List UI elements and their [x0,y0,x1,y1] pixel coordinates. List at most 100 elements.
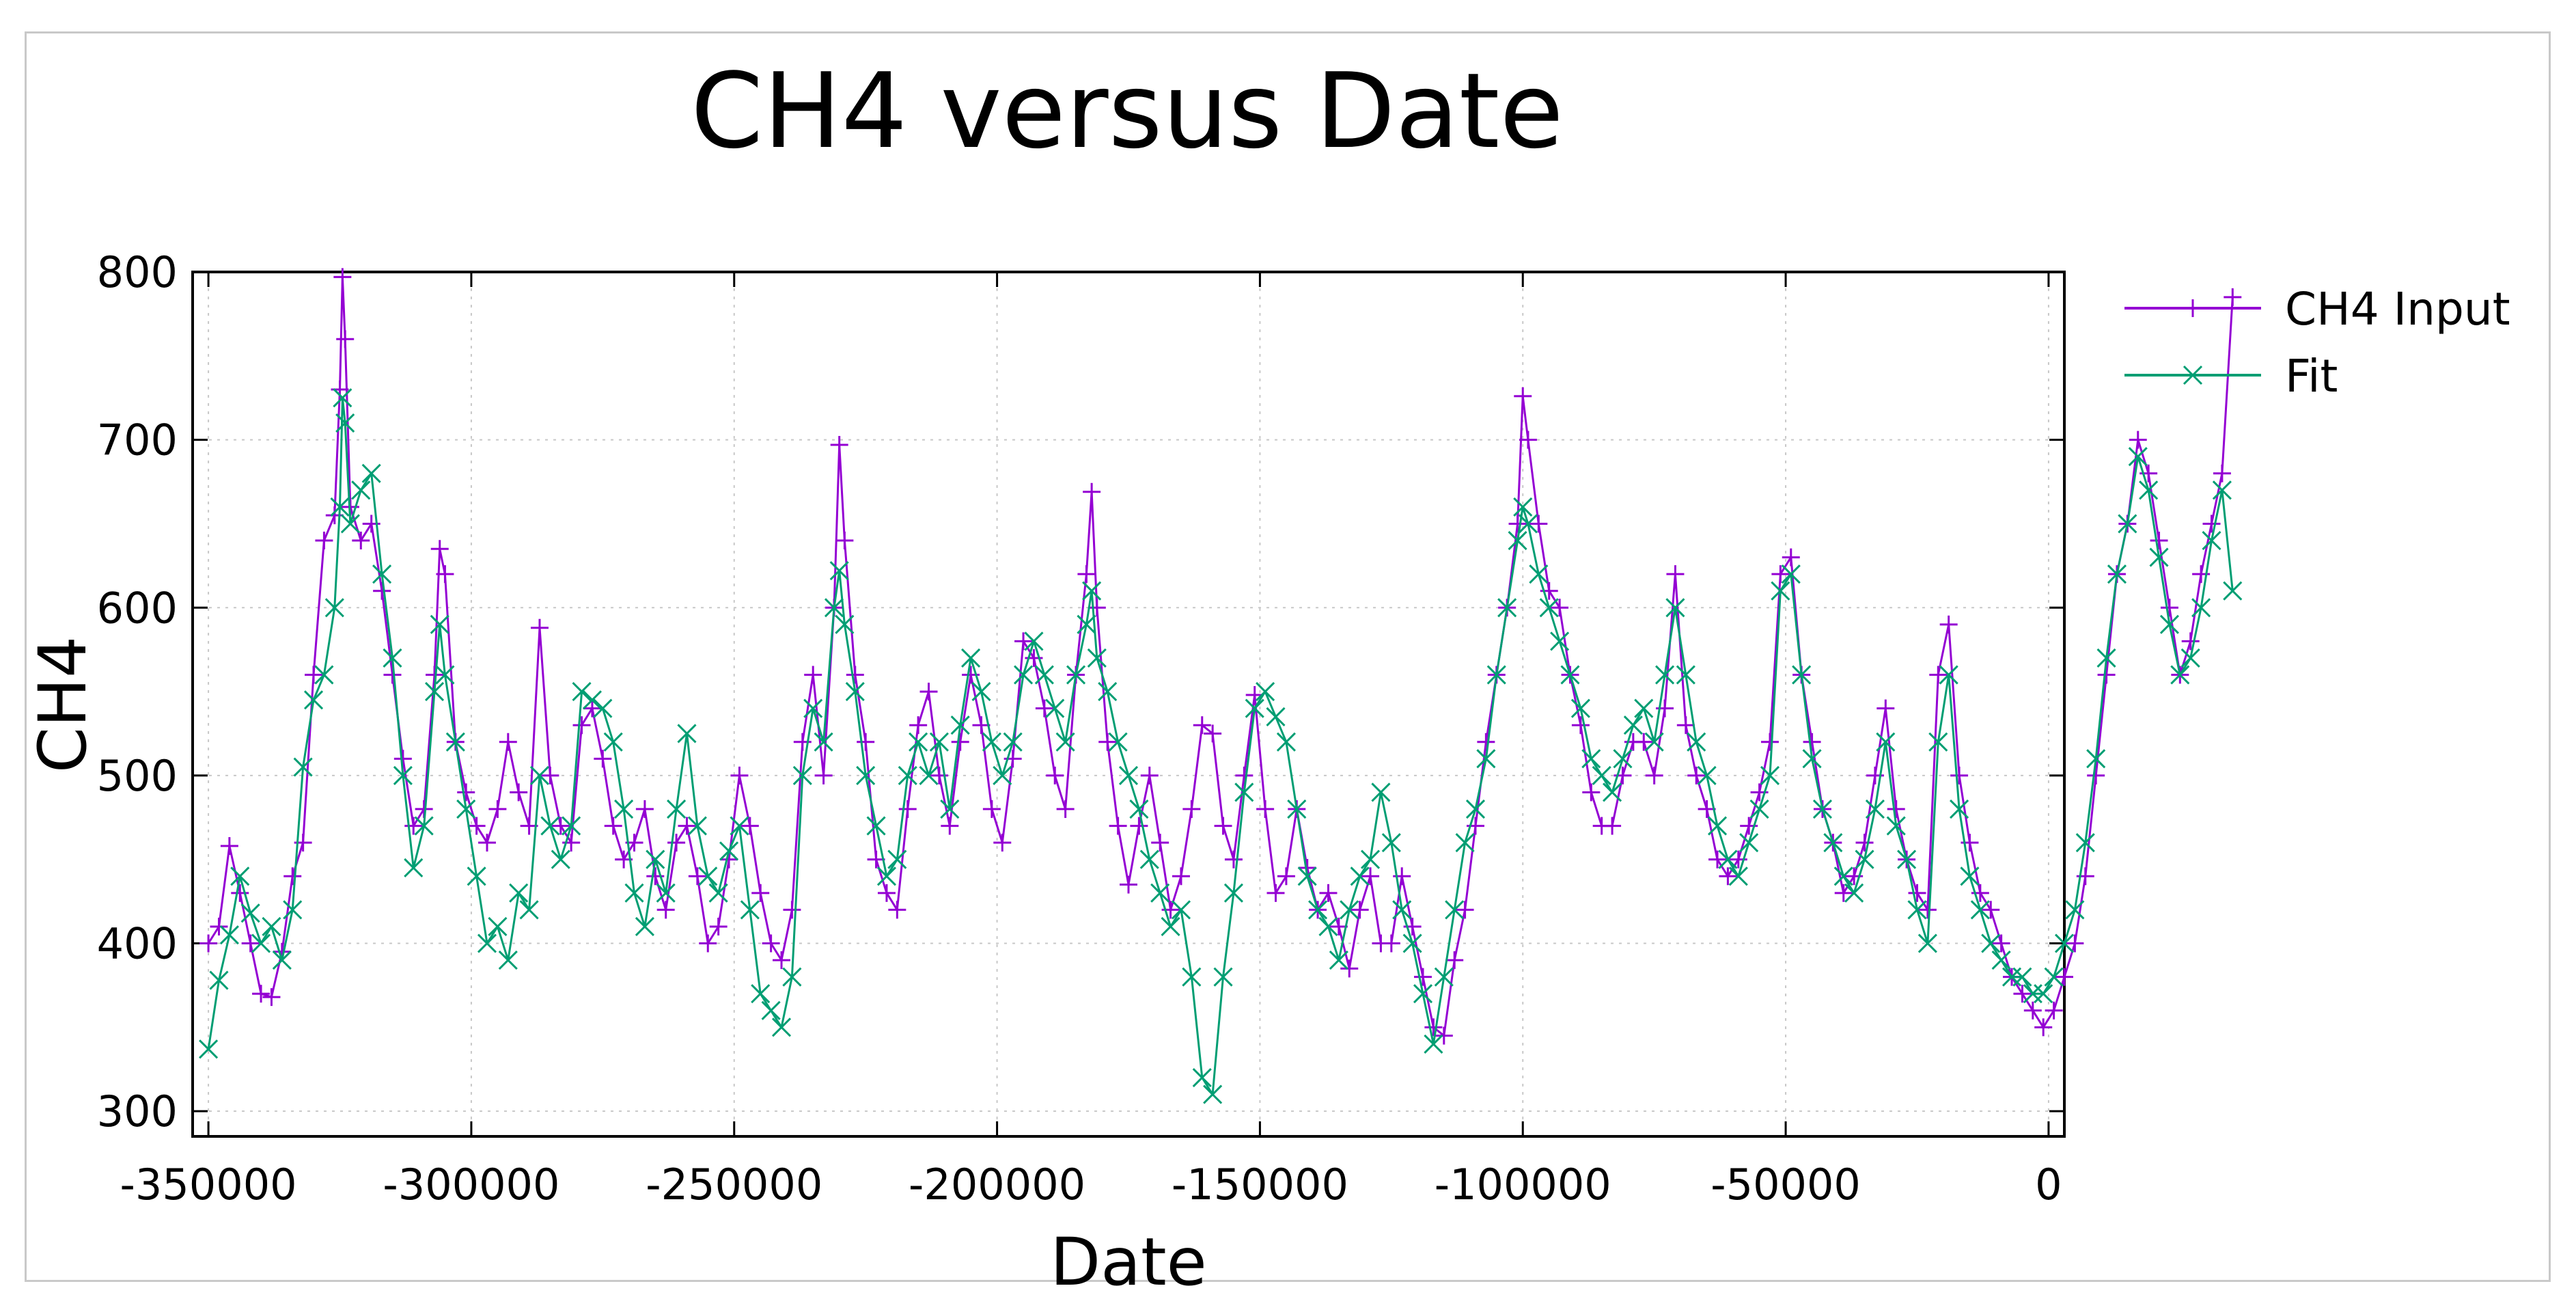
data-point-fit [1812,799,1833,819]
data-point-ch4-input [1456,901,1474,919]
data-point-ch4-input [1214,817,1232,835]
data-point-ch4-input [1676,716,1695,735]
data-point-fit [1665,598,1685,618]
data-point-ch4-input [510,783,528,802]
data-point-fit [845,682,865,702]
data-point-fit [856,765,876,785]
x-tick-label: -200000 [909,1160,1085,1210]
data-point-ch4-input [283,867,302,886]
data-point-ch4-input [1514,387,1532,405]
data-point-fit [1465,799,1486,819]
y-tick-label: 600 [97,583,178,633]
data-point-fit [1855,849,1874,869]
data-point-ch4-input [678,817,696,835]
data-point-fit [324,598,344,618]
data-point-ch4-input [1424,1018,1443,1037]
data-point-fit [1907,900,1927,920]
data-point-fit [1413,984,1433,1004]
data-point-ch4-input [1046,766,1064,784]
data-point-ch4-input [2224,288,2242,306]
data-point-ch4-input [1666,565,1685,584]
data-point-fit [667,799,687,819]
data-point-fit [1245,698,1264,718]
data-point-ch4-input [1582,783,1601,802]
data-point-ch4-input [1035,699,1053,718]
data-point-ch4-input [305,666,323,684]
data-point-fit [435,665,455,685]
data-point-ch4-input [835,532,854,550]
data-point-ch4-input [1204,724,1222,743]
data-point-fit [498,951,518,970]
data-point-fit [272,951,292,970]
data-point-ch4-input [1361,867,1380,886]
data-point-fit [351,480,371,500]
data-point-ch4-input [2181,632,2200,651]
data-point-fit [677,724,697,743]
data-point-ch4-input [315,532,333,550]
data-point-fit [887,849,907,869]
data-point-fit [519,900,539,920]
data-point-ch4-input [909,716,928,735]
data-point-fit [1171,900,1191,920]
data-point-fit [2202,530,2221,551]
data-point-ch4-input [2213,464,2231,482]
data-point-ch4-input [2023,1001,2042,1020]
data-point-ch4-input [1277,867,1295,886]
data-point-fit [2034,984,2053,1004]
data-point-ch4-input [436,565,454,584]
data-point-fit [1592,765,1611,785]
data-point-ch4-input [241,934,260,953]
data-point-ch4-input [1445,951,1464,970]
data-point-fit [698,866,718,886]
data-point-ch4-input [1571,716,1590,735]
data-point-ch4-input [1771,565,1790,584]
data-point-fit [1003,732,1023,752]
data-point-ch4-input [594,750,612,768]
data-point-fit [1066,665,1086,685]
data-point-ch4-input [252,985,271,1003]
data-point-ch4-input [751,884,770,902]
data-point-ch4-input [604,817,622,835]
data-point-ch4-input [1918,901,1937,919]
data-point-fit [2212,480,2232,500]
data-point-ch4-input [541,766,559,784]
series-line-fit [207,396,2234,1096]
data-point-fit [1486,665,1506,685]
data-point-fit [1844,883,1864,903]
data-point-fit [1518,514,1538,534]
data-point-fit [624,883,644,903]
data-point-ch4-input [635,800,654,819]
data-point-fit [488,916,508,937]
data-point-fit [1098,682,1118,702]
data-point-fit [2191,598,2211,618]
data-point-fit [562,816,581,836]
data-point-fit [1424,1034,1443,1054]
data-point-fit [1697,765,1717,785]
data-point-fit [2096,648,2116,668]
data-point-fit [593,698,613,718]
chart-frame [25,31,2551,1282]
data-point-ch4-input [2150,532,2168,550]
data-point-fit [2170,665,2190,685]
data-point-ch4-input [2013,985,2032,1003]
data-point-fit [1928,732,1948,752]
data-point-fit [1360,849,1381,869]
data-point-fit [1676,665,1695,685]
legend: CH4 Input Fit [2124,283,2510,402]
data-point-fit [1718,849,1738,869]
data-point-fit [1192,1067,1212,1088]
data-point-fit [2012,967,2032,987]
data-point-fit [603,732,623,752]
data-point-ch4-input [1351,901,1369,919]
data-point-fit [424,682,445,702]
data-point-fit [1570,698,1590,718]
data-point-ch4-input [1193,716,1211,735]
data-point-ch4-input [1340,959,1359,978]
data-point-fit [1402,933,1422,953]
data-point-ch4-input [1083,482,1101,501]
data-point-fit [467,866,486,886]
series-line-ch4-input [207,275,2234,1037]
data-point-fit [761,1000,781,1020]
data-point-fit [404,858,424,878]
data-point-fit [635,916,654,937]
